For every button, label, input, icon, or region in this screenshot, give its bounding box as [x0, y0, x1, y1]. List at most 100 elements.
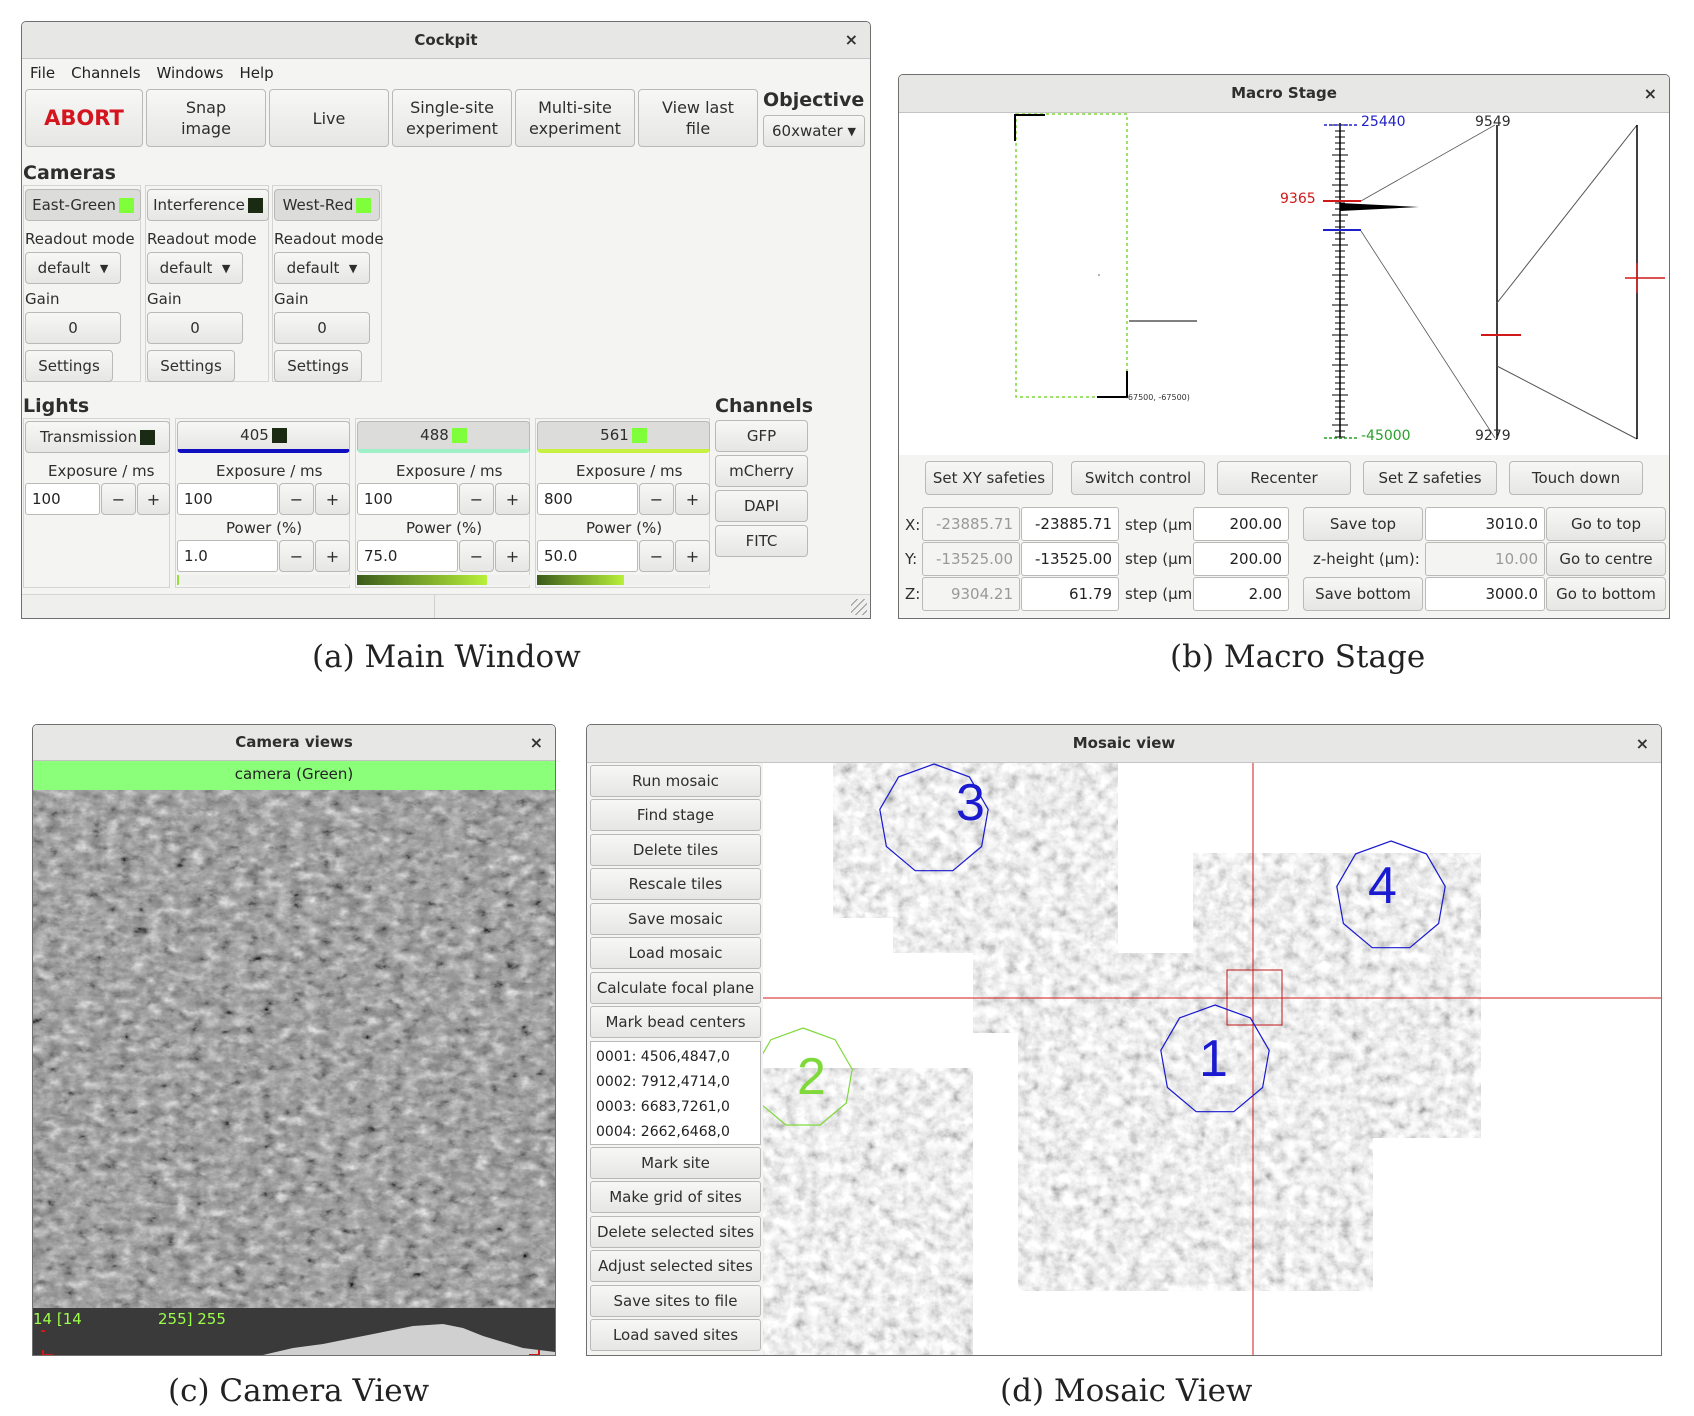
power-decrease-button[interactable]: −	[459, 540, 494, 572]
menu-windows[interactable]: Windows	[156, 64, 224, 82]
camera-settings-button[interactable]: Settings	[25, 350, 113, 382]
menu-help[interactable]: Help	[239, 64, 274, 82]
rescale-tiles-button[interactable]: Rescale tiles	[590, 868, 761, 900]
exposure-decrease-button[interactable]: −	[459, 483, 494, 515]
site-octagon-3[interactable]	[879, 763, 989, 872]
make-grid-of-sites-button[interactable]: Make grid of sites	[590, 1181, 761, 1213]
resize-grip-icon[interactable]	[851, 599, 867, 615]
light-561-toggle[interactable]: 561	[537, 421, 710, 453]
save-top-button[interactable]: Save top	[1303, 507, 1423, 541]
view-last-file-button[interactable]: View last file	[638, 89, 758, 147]
site-octagon-2[interactable]	[763, 1027, 853, 1126]
exposure-increase-button[interactable]: +	[137, 483, 170, 515]
site-marker-4[interactable]: 4	[1368, 857, 1397, 915]
power-input[interactable]: 1.0	[177, 540, 278, 572]
gain-button[interactable]: 0	[274, 312, 370, 344]
switch-control-button[interactable]: Switch control	[1071, 461, 1205, 495]
exposure-increase-button[interactable]: +	[315, 483, 350, 515]
exposure-increase-button[interactable]: +	[495, 483, 530, 515]
run-mosaic-button[interactable]: Run mosaic	[590, 765, 761, 797]
find-stage-button[interactable]: Find stage	[590, 799, 761, 831]
readout-mode-dropdown[interactable]: default ▼	[274, 252, 370, 284]
go-to-top-button[interactable]: Go to top	[1546, 507, 1666, 541]
list-item[interactable]: 0002: 7912,4714,0	[596, 1074, 730, 1090]
x-target-input[interactable]: -23885.71	[1021, 507, 1119, 541]
exposure-decrease-button[interactable]: −	[279, 483, 314, 515]
recenter-button[interactable]: Recenter	[1217, 461, 1351, 495]
calculate-focal-plane-button[interactable]: Calculate focal plane	[590, 972, 761, 1004]
sites-list[interactable]: 0001: 4506,4847,0 0002: 7912,4714,0 0003…	[590, 1041, 761, 1145]
objective-dropdown[interactable]: 60xwater ▼	[763, 115, 865, 147]
gain-button[interactable]: 0	[147, 312, 243, 344]
site-marker-1[interactable]: 1	[1199, 1030, 1228, 1088]
save-bottom-button[interactable]: Save bottom	[1303, 577, 1423, 611]
top-height-value[interactable]: 3010.0	[1425, 507, 1545, 541]
gain-button[interactable]: 0	[25, 312, 121, 344]
delete-tiles-button[interactable]: Delete tiles	[590, 834, 761, 866]
adjust-selected-sites-button[interactable]: Adjust selected sites	[590, 1250, 761, 1282]
exposure-input[interactable]: 800	[537, 483, 638, 515]
save-mosaic-button[interactable]: Save mosaic	[590, 903, 761, 935]
list-item[interactable]: 0003: 6683,7261,0	[596, 1099, 730, 1115]
touch-down-button[interactable]: Touch down	[1509, 461, 1643, 495]
menu-channels[interactable]: Channels	[71, 64, 141, 82]
channel-fitc-button[interactable]: FITC	[715, 525, 808, 557]
power-input[interactable]: 75.0	[357, 540, 458, 572]
bottom-height-value[interactable]: 3000.0	[1425, 577, 1545, 611]
snap-image-button[interactable]: Snap image	[146, 89, 266, 147]
live-button[interactable]: Live	[269, 89, 389, 147]
set-z-safeties-button[interactable]: Set Z safeties	[1363, 461, 1497, 495]
exposure-input[interactable]: 100	[357, 483, 458, 515]
y-step-input[interactable]: 200.00	[1193, 542, 1289, 576]
site-octagon-1[interactable]	[1160, 1004, 1270, 1113]
camera-interference-toggle[interactable]: Interference	[147, 189, 269, 221]
power-decrease-button[interactable]: −	[279, 540, 314, 572]
single-site-experiment-button[interactable]: Single-site experiment	[392, 89, 512, 147]
set-xy-safeties-button[interactable]: Set XY safeties	[925, 461, 1053, 495]
close-icon[interactable]: ×	[1635, 734, 1649, 753]
camera-settings-button[interactable]: Settings	[147, 350, 235, 382]
exposure-decrease-button[interactable]: −	[639, 483, 674, 515]
list-item[interactable]: 0001: 4506,4847,0	[596, 1049, 730, 1065]
load-mosaic-button[interactable]: Load mosaic	[590, 937, 761, 969]
site-marker-3[interactable]: 3	[956, 774, 985, 832]
power-increase-button[interactable]: +	[675, 540, 710, 572]
exposure-increase-button[interactable]: +	[675, 483, 710, 515]
power-input[interactable]: 50.0	[537, 540, 638, 572]
light-transmission-toggle[interactable]: Transmission	[25, 421, 170, 453]
mosaic-canvas[interactable]: 1 2 3 4	[763, 763, 1661, 1355]
camera-image[interactable]	[33, 790, 555, 1308]
menu-file[interactable]: File	[30, 64, 56, 82]
readout-mode-dropdown[interactable]: default ▼	[147, 252, 243, 284]
go-to-centre-button[interactable]: Go to centre	[1546, 542, 1666, 576]
camera-west-red-toggle[interactable]: West-Red	[274, 189, 380, 221]
exposure-decrease-button[interactable]: −	[101, 483, 136, 515]
light-488-toggle[interactable]: 488	[357, 421, 530, 453]
close-icon[interactable]: ×	[844, 30, 858, 49]
delete-selected-sites-button[interactable]: Delete selected sites	[590, 1216, 761, 1248]
stage-canvas[interactable]: 25440 -45000 9365 9549 9279 -67500, -675…	[899, 113, 1669, 455]
channel-dapi-button[interactable]: DAPI	[715, 490, 808, 522]
save-sites-to-file-button[interactable]: Save sites to file	[590, 1285, 761, 1317]
power-increase-button[interactable]: +	[315, 540, 350, 572]
camera-east-green-toggle[interactable]: East-Green	[25, 189, 141, 221]
site-octagon-4[interactable]	[1336, 840, 1446, 949]
multi-site-experiment-button[interactable]: Multi-site experiment	[515, 89, 635, 147]
exposure-input[interactable]: 100	[177, 483, 278, 515]
mark-site-button[interactable]: Mark site	[590, 1147, 761, 1179]
light-405-toggle[interactable]: 405	[177, 421, 350, 453]
channel-gfp-button[interactable]: GFP	[715, 420, 808, 452]
load-saved-sites-button[interactable]: Load saved sites	[590, 1319, 761, 1351]
y-target-input[interactable]: -13525.00	[1021, 542, 1119, 576]
go-to-bottom-button[interactable]: Go to bottom	[1546, 577, 1666, 611]
abort-button[interactable]: ABORT	[25, 89, 143, 147]
z-step-input[interactable]: 2.00	[1193, 577, 1289, 611]
list-item[interactable]: 0004: 2662,6468,0	[596, 1124, 730, 1140]
power-decrease-button[interactable]: −	[639, 540, 674, 572]
site-marker-2[interactable]: 2	[797, 1048, 826, 1106]
close-icon[interactable]: ×	[529, 733, 543, 752]
x-step-input[interactable]: 200.00	[1193, 507, 1289, 541]
channel-mcherry-button[interactable]: mCherry	[715, 455, 808, 487]
camera-settings-button[interactable]: Settings	[274, 350, 362, 382]
readout-mode-dropdown[interactable]: default ▼	[25, 252, 121, 284]
